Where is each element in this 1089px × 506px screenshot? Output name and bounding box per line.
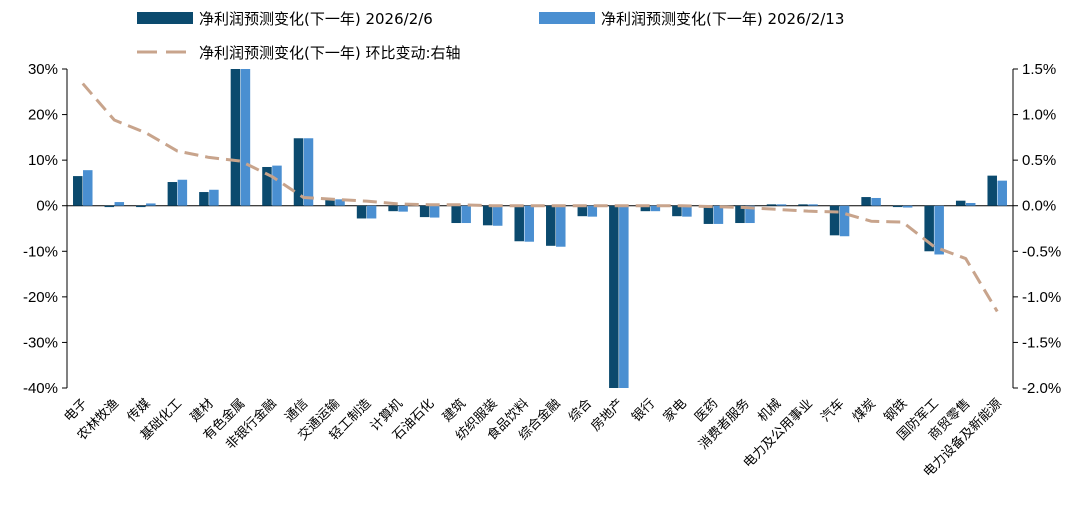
bar-1 (104, 205, 115, 208)
bar-1 (766, 204, 777, 206)
y-right-tick-label: 0.5% (1022, 152, 1056, 169)
x-tick-label: 家电 (660, 396, 690, 426)
legend-series-3-label: 净利润预测变化(下一年) 环比变动:右轴 (199, 44, 461, 62)
x-tick-label: 银行 (629, 396, 658, 425)
bar-1 (388, 205, 398, 212)
bar-2 (303, 138, 314, 206)
bar-2 (335, 199, 345, 206)
bar-1 (703, 205, 714, 224)
x-tick-label: 煤炭 (850, 396, 879, 425)
bar-2 (366, 205, 377, 219)
y-right-tick-label: 1.5% (1022, 61, 1056, 78)
y-left-tick-label: 0% (36, 198, 58, 215)
bar-1 (798, 204, 808, 206)
bar-1 (924, 205, 934, 252)
y-right-tick-label: 0.0% (1022, 198, 1056, 215)
legend-series-2-label: 净利润预测变化(下一年) 2026/2/13 (601, 10, 844, 28)
bar-1 (230, 69, 241, 206)
bar-2 (272, 165, 282, 206)
bar-1 (546, 205, 556, 246)
line-change-wow (81, 82, 999, 313)
bar-1 (325, 199, 335, 206)
bar-2 (429, 205, 440, 218)
bar-2 (902, 205, 913, 208)
bar-2 (682, 205, 692, 217)
y-left-tick-label: 30% (28, 61, 58, 78)
bar-1 (609, 205, 619, 388)
bar-2 (83, 170, 93, 206)
axes: -40% -30% -20% -10% 0% 10% 20% 30% -2.0% -1.5% -1.… (23, 61, 1061, 397)
legend-series-1-swatch (137, 12, 193, 24)
bar-1 (640, 205, 651, 212)
bar-1 (514, 205, 524, 242)
bar-1 (735, 205, 745, 224)
bar-2 (177, 179, 188, 206)
y-left-tick-label: 20% (28, 107, 58, 124)
legend: 净利润预测变化(下一年) 2026/2/6 净利润预测变化(下一年) 2026/2… (137, 10, 844, 62)
bar-1 (577, 205, 588, 217)
x-tick-label: 汽车 (818, 396, 848, 426)
bar-1 (987, 175, 997, 206)
bar-1 (955, 200, 966, 206)
line-series (81, 82, 999, 313)
bar-2 (871, 197, 881, 206)
bar-2 (398, 205, 408, 212)
bar-2 (146, 203, 156, 206)
bar-2 (114, 202, 125, 206)
bar-2 (556, 205, 566, 247)
legend-series-2-swatch (539, 12, 595, 24)
legend-series-1-label: 净利润预测变化(下一年) 2026/2/6 (199, 10, 433, 28)
bar-2 (650, 205, 661, 212)
bar-2 (619, 205, 629, 388)
bar-1 (482, 205, 493, 226)
bar-2 (492, 205, 503, 226)
bar-1 (672, 205, 682, 217)
bar-1 (167, 182, 178, 206)
bar-1 (419, 205, 430, 218)
y-right-tick-label: -1.5% (1022, 334, 1061, 351)
bar-2 (209, 189, 219, 206)
y-right-tick-label: 1.0% (1022, 107, 1056, 124)
bars (73, 69, 1007, 388)
bar-1 (199, 192, 209, 206)
bar-1 (262, 166, 272, 206)
bar-1 (892, 205, 903, 208)
y-right-tick-label: -0.5% (1022, 243, 1061, 260)
bar-2 (524, 205, 534, 242)
bar-2 (934, 205, 944, 255)
bar-2 (808, 204, 818, 206)
y-right-tick-label: -1.0% (1022, 289, 1061, 306)
y-left-tick-label: -40% (23, 380, 58, 397)
bar-2 (713, 205, 724, 224)
bar-1 (73, 176, 83, 206)
bar-2 (240, 69, 251, 206)
bar-2 (997, 180, 1007, 206)
bar-1 (293, 138, 304, 206)
bar-1 (451, 205, 461, 224)
y-left-tick-label: -10% (23, 243, 58, 260)
y-right-tick-label: -2.0% (1022, 380, 1061, 397)
bar-2 (965, 202, 976, 206)
y-left-tick-label: -20% (23, 289, 58, 306)
x-tick-label: 房地产 (588, 396, 627, 435)
bar-1 (829, 205, 840, 236)
y-left-tick-label: 10% (28, 152, 58, 169)
bar-2 (839, 205, 850, 237)
bar-2 (776, 204, 787, 206)
bar-1 (356, 205, 367, 219)
bar-1 (136, 205, 146, 208)
bar-1 (861, 197, 871, 206)
bar-2 (587, 205, 598, 217)
bar-2 (745, 205, 755, 224)
y-left-tick-label: -30% (23, 334, 58, 351)
bar-2 (461, 205, 471, 224)
